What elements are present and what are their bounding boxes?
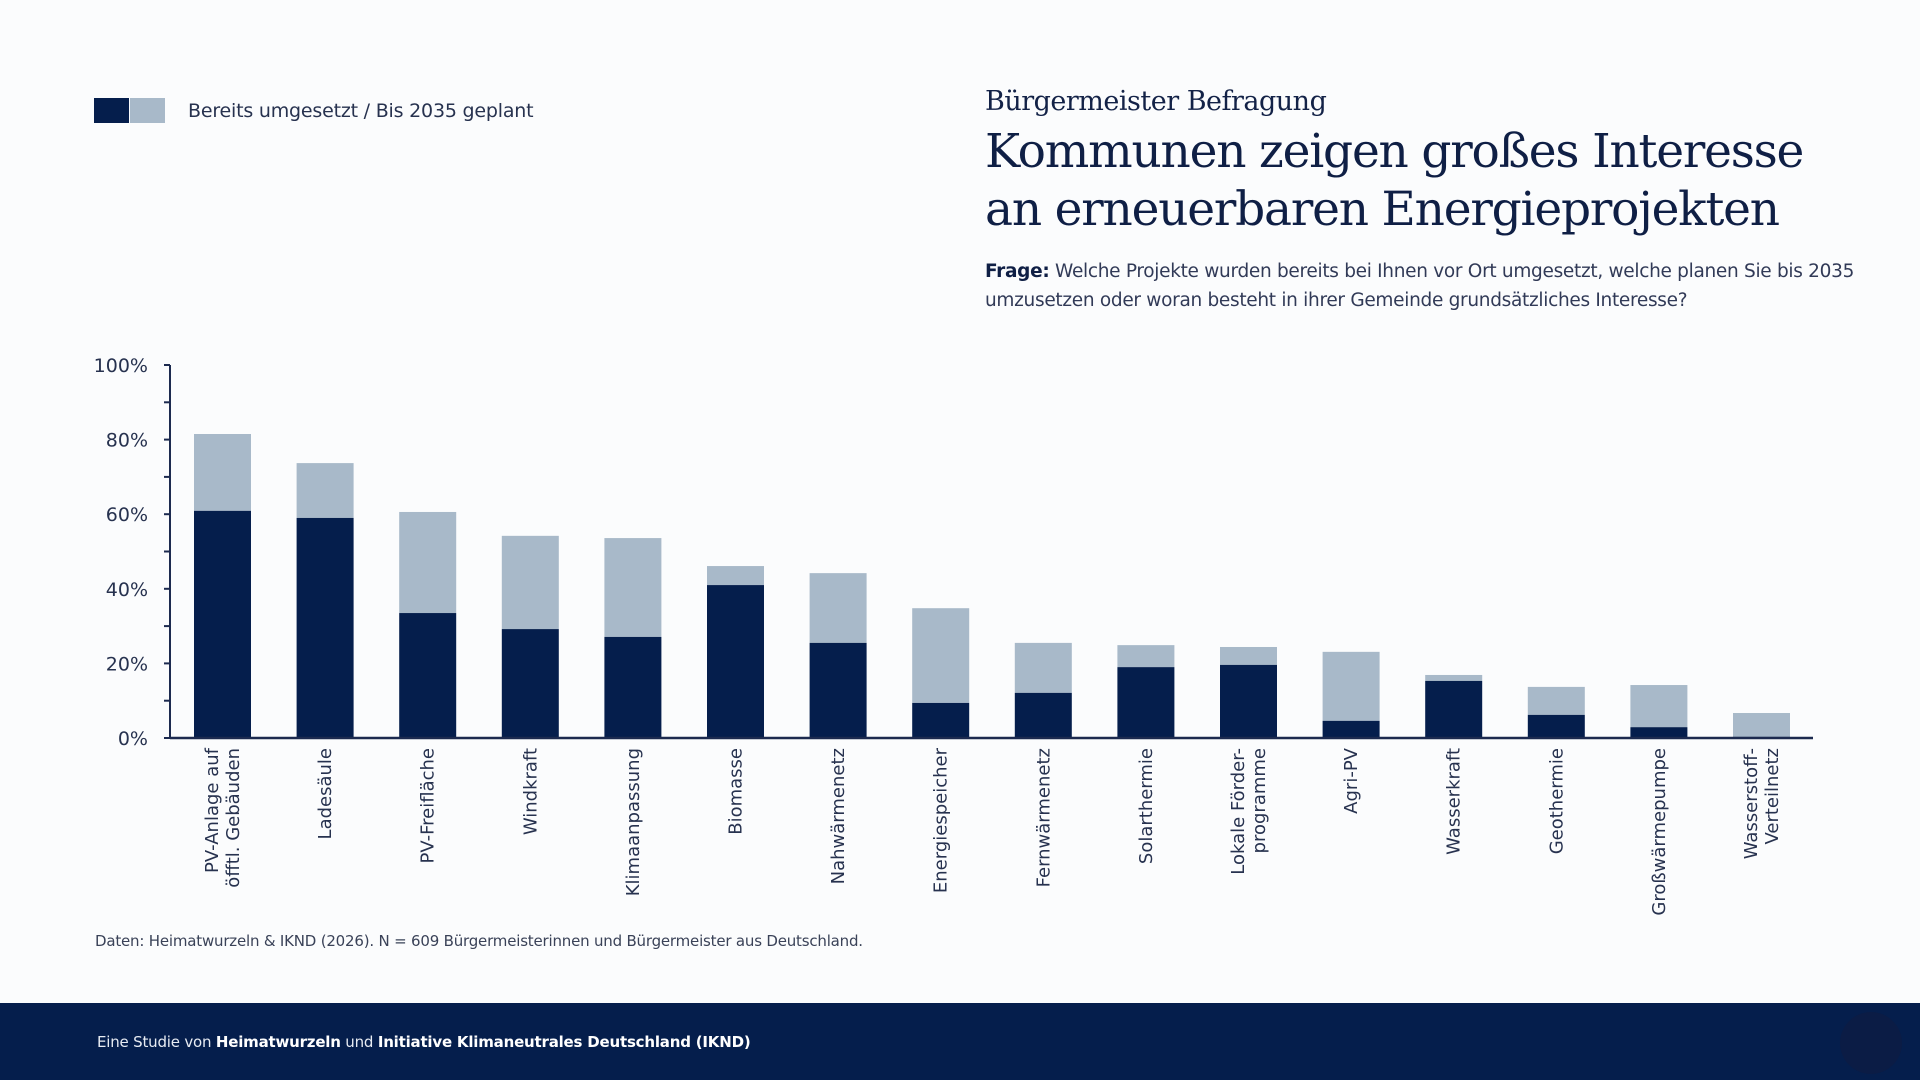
x-tick-label: Ladesäule xyxy=(315,748,336,839)
bar-segment-implemented xyxy=(1220,664,1277,738)
legend-swatch-implemented xyxy=(94,98,129,123)
bar-segment-planned xyxy=(1117,645,1175,668)
footer-credit: Eine Studie von Heimatwurzeln und Initia… xyxy=(97,1033,751,1051)
bar-segment-implemented xyxy=(809,642,867,738)
x-tick-label: Geothermie xyxy=(1546,748,1567,854)
bar-segment-planned xyxy=(604,538,662,637)
x-tick-label-line: PV-Anlage auf xyxy=(202,747,223,873)
bar-segment-implemented xyxy=(1630,727,1688,738)
bar-segment-implemented xyxy=(1425,680,1483,738)
data-source-note: Daten: Heimatwurzeln & IKND (2026). N = … xyxy=(95,932,863,950)
chart-header: Bürgermeister Befragung Kommunen zeigen … xyxy=(985,86,1865,315)
bar-segment-implemented xyxy=(1014,692,1072,738)
legend-swatch-planned xyxy=(130,98,165,123)
bar-segment-planned xyxy=(1630,685,1688,728)
floating-action-button[interactable] xyxy=(1840,1012,1902,1074)
y-tick-label: 100% xyxy=(94,355,148,377)
chart-kicker: Bürgermeister Befragung xyxy=(985,86,1327,117)
chart-title: Kommunen zeigen großes Interesse an erne… xyxy=(985,123,1865,239)
bar-segment-planned xyxy=(707,566,764,586)
y-tick-label: 0% xyxy=(118,728,148,750)
bar-segment-implemented xyxy=(912,702,970,738)
x-tick-label: PV-Freifläche xyxy=(418,748,439,863)
x-tick-label-line: Solarthermie xyxy=(1136,748,1157,864)
x-tick-label: Klimaanpassung xyxy=(623,748,644,896)
x-tick-label-line: Fernwärmenetz xyxy=(1033,748,1054,887)
y-tick-label: 60% xyxy=(106,504,148,526)
footer-org-heimatwurzeln: Heimatwurzeln xyxy=(215,1033,341,1051)
bar-segment-planned xyxy=(501,535,559,630)
survey-question: Frage: Welche Projekte wurden bereits be… xyxy=(985,257,1865,315)
bar-segment-planned xyxy=(296,463,354,518)
x-tick-label-line: öfftl. Gebäuden xyxy=(223,748,244,888)
x-tick-label: Agri-PV xyxy=(1341,747,1362,813)
x-tick-label-line: Agri-PV xyxy=(1341,747,1362,813)
bar-segment-implemented xyxy=(1527,714,1585,738)
x-tick-label-line: Wasserstoff- xyxy=(1741,748,1762,859)
bar-segment-planned xyxy=(1733,713,1790,737)
x-tick-label: PV-Anlage auföfftl. Gebäuden xyxy=(202,747,244,887)
stacked-bar-chart: 0% 20% 40% 60% 80% 100% PV-Anlage auföfftl. Ge… xyxy=(94,355,1813,916)
x-tick-label: Solarthermie xyxy=(1136,748,1157,864)
legend: Bereits umgesetzt / Bis 2035 geplant xyxy=(94,98,534,123)
bar-segment-planned xyxy=(912,608,970,703)
x-tick-label: Biomasse xyxy=(726,748,747,835)
x-tick-label: Nahwärmenetz xyxy=(828,748,849,884)
x-tick-label: Windkraft xyxy=(520,748,541,835)
question-text: Welche Projekte wurden bereits bei Ihnen… xyxy=(985,261,1855,311)
bar-segment-implemented xyxy=(399,613,457,738)
question-label: Frage: xyxy=(985,261,1050,282)
footer-mid: und xyxy=(340,1033,378,1051)
bar-segment-planned xyxy=(399,511,457,614)
x-tick-label-line: Geothermie xyxy=(1546,748,1567,854)
bar-segment-planned xyxy=(1220,646,1277,665)
bar-segment-implemented xyxy=(296,517,354,738)
x-tick-label-line: Windkraft xyxy=(520,748,541,835)
x-tick-label-line: Ladesäule xyxy=(315,748,336,839)
chart-title-line-2: an erneuerbaren Energieprojekten xyxy=(985,182,1780,237)
x-tick-label: Großwärmepumpe xyxy=(1649,748,1670,916)
footer-org-iknd: Initiative Klimaneutrales Deutschland (I… xyxy=(377,1033,751,1051)
x-tick-label-line: Energiespeicher xyxy=(931,747,952,893)
x-tick-label-line: Wasserkraft xyxy=(1444,748,1465,855)
x-tick-label: Fernwärmenetz xyxy=(1033,748,1054,887)
chart-title-line-1: Kommunen zeigen großes Interesse xyxy=(985,124,1804,179)
y-tick-label: 20% xyxy=(106,653,148,675)
bar-segment-planned xyxy=(194,434,251,511)
x-tick-label-line: PV-Freifläche xyxy=(418,748,439,863)
bar-segment-planned xyxy=(1425,674,1483,681)
bar-segment-planned xyxy=(1014,642,1072,693)
legend-label: Bereits umgesetzt / Bis 2035 geplant xyxy=(188,99,534,122)
bar-segment-implemented xyxy=(707,585,764,738)
x-tick-label: Energiespeicher xyxy=(931,747,952,893)
bar-segment-implemented xyxy=(194,510,251,738)
x-tick-label-line: programme xyxy=(1249,748,1270,853)
x-tick-label-line: Klimaanpassung xyxy=(623,748,644,896)
footer-prefix: Eine Studie von xyxy=(97,1033,216,1051)
footer-bar: Eine Studie von Heimatwurzeln und Initia… xyxy=(0,1003,1920,1080)
x-tick-label: Lokale Förder-programme xyxy=(1228,748,1270,875)
bar-segment-planned xyxy=(1322,651,1380,721)
y-tick-label: 80% xyxy=(106,430,148,452)
bar-segment-implemented xyxy=(604,636,662,738)
x-tick-label: Wasserkraft xyxy=(1444,748,1465,855)
x-tick-label-line: Lokale Förder- xyxy=(1228,748,1249,875)
x-tick-label-line: Großwärmepumpe xyxy=(1649,748,1670,916)
x-tick-label-line: Verteilnetz xyxy=(1762,748,1783,845)
bar-segment-implemented xyxy=(501,629,559,738)
x-tick-label: Wasserstoff-Verteilnetz xyxy=(1741,748,1783,859)
x-tick-label-line: Biomasse xyxy=(726,748,747,835)
bar-segment-implemented xyxy=(1322,720,1380,738)
bar-segment-planned xyxy=(809,573,867,643)
bar-segment-planned xyxy=(1527,686,1585,715)
y-tick-label: 40% xyxy=(106,579,148,601)
x-tick-label-line: Nahwärmenetz xyxy=(828,748,849,884)
bar-segment-implemented xyxy=(1117,667,1175,738)
